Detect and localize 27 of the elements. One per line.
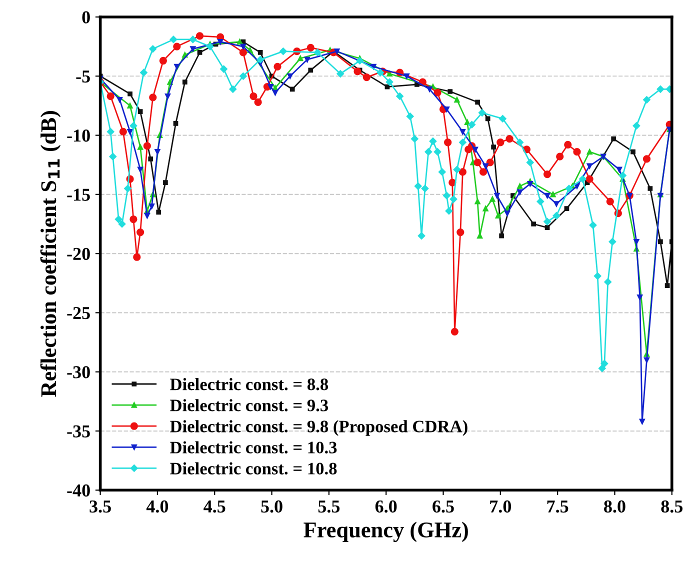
x-tick-label: 8.0 bbox=[604, 500, 626, 513]
legend-label: Dielectric const. = 10.8 bbox=[170, 462, 337, 475]
x-tick-label: 4.5 bbox=[204, 500, 226, 513]
x-tick-label: 6.0 bbox=[375, 500, 397, 513]
x-tick-label: 7.0 bbox=[490, 500, 512, 513]
x-tick-label: 5.0 bbox=[261, 500, 282, 513]
y-tick-label: -40 bbox=[67, 484, 90, 497]
legend-label: Dielectric const. = 9.8 (Proposed CDRA) bbox=[170, 420, 468, 436]
x-tick-label: 8.5 bbox=[661, 500, 683, 513]
y-tick-label: -25 bbox=[67, 307, 90, 320]
y-axis-title: Reflection coefficient S$_{11}$ (dB) bbox=[40, 111, 61, 397]
x-tick-label: 4.0 bbox=[146, 500, 168, 513]
legend-label: Dielectric const. = 10.3 bbox=[170, 441, 337, 454]
y-tick-label: -35 bbox=[67, 425, 90, 438]
y-tick-label: -30 bbox=[67, 366, 90, 378]
y-tick-label: -10 bbox=[67, 130, 90, 142]
x-tick-label: 3.5 bbox=[90, 500, 111, 513]
y-tick-label: -20 bbox=[67, 248, 90, 260]
y-tick-label: -5 bbox=[76, 70, 90, 83]
x-tick-label: 7.5 bbox=[547, 500, 568, 513]
legend-label: Dielectric const. = 8.8 bbox=[170, 378, 328, 390]
y-tick-label: -15 bbox=[67, 188, 90, 201]
x-tick-label: 6.5 bbox=[432, 500, 454, 513]
y-tick-label: 0 bbox=[82, 11, 90, 24]
x-tick-label: 5.5 bbox=[318, 500, 340, 513]
x-axis-title: Frequency (GHz) bbox=[304, 522, 468, 542]
legend-label: Dielectric const. = 9.3 bbox=[170, 399, 328, 412]
